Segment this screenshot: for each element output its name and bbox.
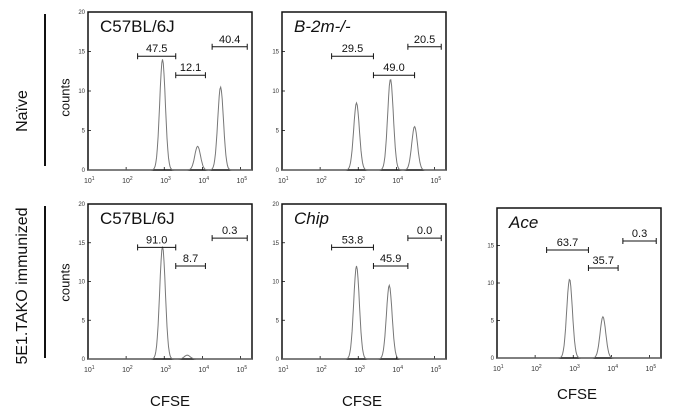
gate-label: 40.4: [219, 34, 240, 46]
x-tick-label: 104: [392, 365, 403, 374]
x-tick-label: 103: [354, 365, 365, 374]
x-axis-label-panel-2: CFSE: [341, 393, 382, 410]
histogram-curve: [88, 59, 252, 171]
panel-title: B-2m-/-: [294, 17, 351, 36]
panel-naive-b2m: B-2m-/- 0 5 10 15 101 102 103 104 105 29.5 49.0 20.5: [272, 11, 447, 185]
y-tick-label: 15: [272, 241, 279, 247]
y-tick-label: 10: [272, 89, 279, 95]
y-tick-label: 15: [78, 50, 85, 56]
gate-label: 45.9: [380, 253, 401, 265]
histogram-curve: [88, 246, 252, 360]
x-axis-label-panel-1: CFSE: [149, 393, 190, 410]
row-divider-immunized: [44, 206, 46, 358]
y-tick-label: 20: [272, 202, 279, 208]
gate-label: 53.8: [342, 234, 363, 246]
y-tick-label: 10: [78, 280, 85, 286]
gate-label: 63.7: [557, 237, 578, 249]
y-tick-label: 20: [78, 10, 85, 16]
x-tick-label: 102: [531, 364, 542, 373]
y-tick-label: 5: [276, 318, 280, 324]
y-tick-label: 15: [78, 241, 85, 247]
panel-naive-c57bl6j: C57BL/6J 0 5 10 15 20 101 102 103 104 105 47.5 12.1 4…: [78, 10, 253, 185]
x-tick-label: 101: [278, 365, 289, 374]
x-tick-label: 103: [569, 364, 580, 373]
x-tick-label: 105: [431, 365, 442, 374]
y-tick-label: 5: [82, 318, 86, 324]
histogram-curve: [497, 278, 661, 359]
row-divider-naive: [44, 14, 46, 166]
y-tick-label: 15: [487, 244, 494, 250]
y-tick-label: 20: [78, 202, 85, 208]
panel-title: Chip: [294, 209, 329, 228]
x-tick-label: 103: [160, 176, 171, 185]
x-tick-label: 104: [198, 176, 209, 185]
gate-label: 35.7: [593, 255, 614, 267]
gate-label: 20.5: [414, 34, 435, 46]
x-tick-label: 103: [354, 176, 365, 185]
x-tick-label: 102: [122, 365, 133, 374]
x-tick-label: 101: [493, 364, 504, 373]
gate-label: 49.0: [383, 62, 404, 74]
y-tick-label: 10: [272, 280, 279, 286]
gate-label: 29.5: [342, 43, 363, 55]
panel-title: Ace: [508, 213, 538, 232]
y-tick-label: 5: [82, 129, 86, 135]
gate-label: 47.5: [146, 43, 167, 55]
y-tick-label: 5: [491, 319, 495, 325]
gate-label: 0.0: [417, 225, 432, 237]
y-tick-label: 0: [276, 357, 280, 363]
y-tick-label: 0: [82, 168, 86, 174]
x-tick-label: 103: [160, 365, 171, 374]
panel-title: C57BL/6J: [100, 209, 175, 228]
y-tick-label: 0: [82, 357, 86, 363]
x-tick-label: 102: [122, 176, 133, 185]
y-tick-label: 0: [276, 168, 280, 174]
gate-label: 8.7: [183, 253, 198, 265]
histogram-curve: [282, 79, 446, 171]
y-tick-label: 5: [276, 129, 280, 135]
gate-label: 0.3: [632, 228, 647, 240]
x-tick-label: 104: [392, 176, 403, 185]
panel-immunized-chip: Chip 0 5 10 15 20 101 102 103 104 105 53.8 45.9 0.0: [272, 202, 447, 374]
panel-immunized-ace: Ace 0 5 10 15 101 102 103 104 105 63.7 35.7 0.3: [487, 207, 662, 373]
panel-title: C57BL/6J: [100, 17, 175, 36]
x-tick-label: 104: [198, 365, 209, 374]
y-tick-label: 0: [491, 356, 495, 362]
y-tick-label: 10: [78, 89, 85, 95]
x-tick-label: 102: [316, 365, 327, 374]
x-tick-label: 104: [607, 364, 618, 373]
x-tick-label: 105: [646, 364, 657, 373]
x-tick-label: 101: [278, 176, 289, 185]
x-tick-label: 105: [237, 176, 248, 185]
x-tick-label: 105: [431, 176, 442, 185]
x-tick-label: 105: [237, 365, 248, 374]
panel-immunized-c57bl6j: C57BL/6J 0 5 10 15 20 101 102 103 104 105 91.0 8.7 0.…: [78, 202, 253, 374]
histogram-curve: [282, 265, 446, 360]
y-tick-label: 10: [487, 281, 494, 287]
y-tick-label: 15: [272, 50, 279, 56]
x-tick-label: 101: [84, 365, 95, 374]
x-tick-label: 101: [84, 176, 95, 185]
x-tick-label: 102: [316, 176, 327, 185]
gate-label: 12.1: [180, 62, 201, 74]
gate-label: 0.3: [222, 225, 237, 237]
x-axis-label-panel-3: CFSE: [556, 386, 597, 403]
gate-label: 91.0: [146, 234, 167, 246]
